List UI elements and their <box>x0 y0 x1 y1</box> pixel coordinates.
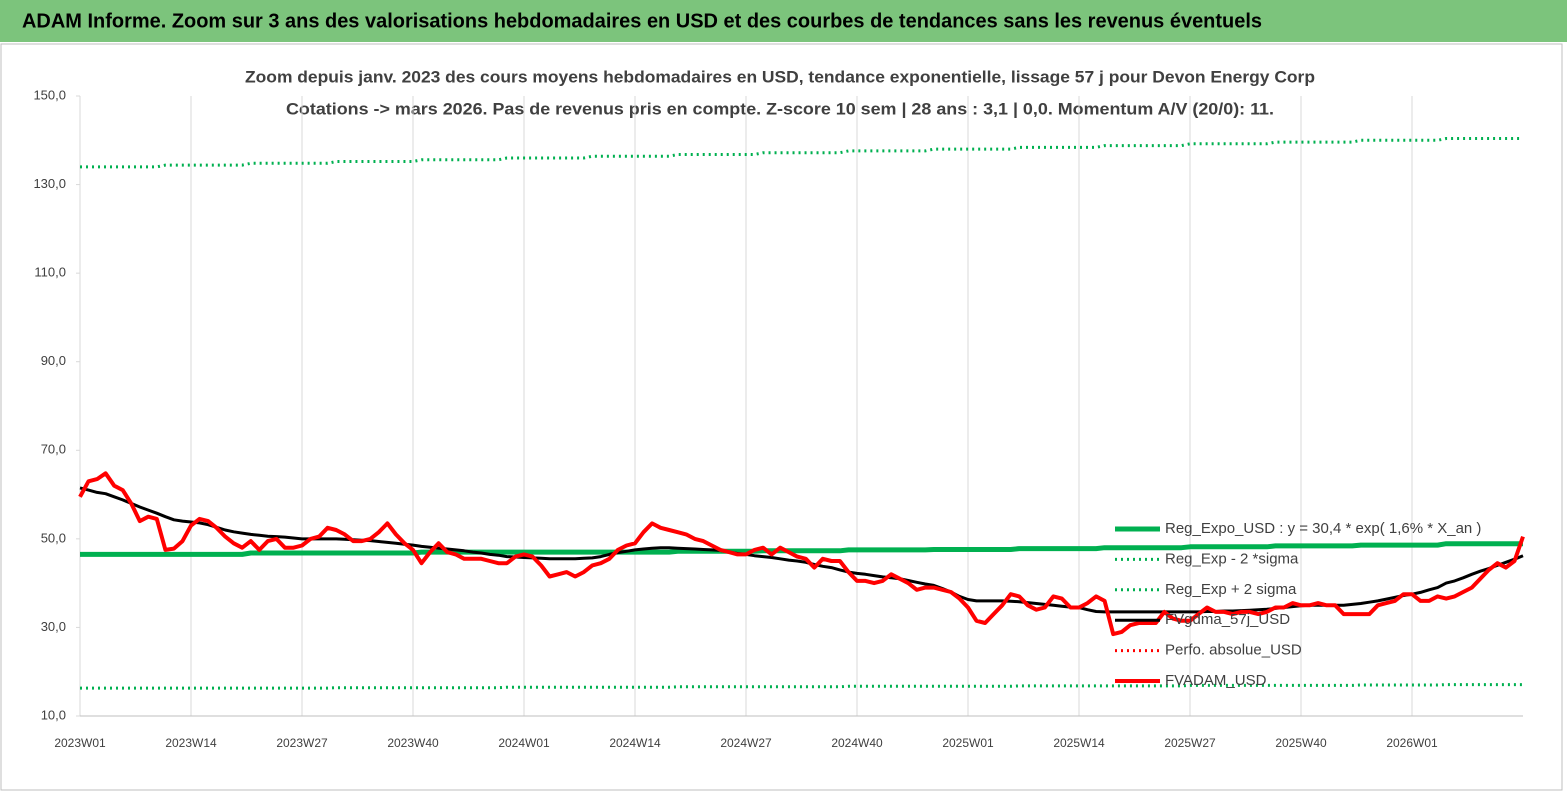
y-tick-label: 50,0 <box>41 530 66 545</box>
x-tick-label: 2023W14 <box>165 736 217 750</box>
series-line <box>80 541 1523 557</box>
chart-title: ADAM Informe. Zoom sur 3 ans des valoris… <box>22 10 1262 32</box>
legend-label: FVgdma_57j_USD <box>1165 611 1290 628</box>
legend-label: Reg_Exp - 2 *sigma <box>1165 550 1299 567</box>
x-tick-label: 2025W40 <box>1275 736 1327 750</box>
plot-lines <box>78 137 1525 690</box>
x-tick-label: 2025W27 <box>1164 736 1216 750</box>
x-tick-label: 2026W01 <box>1386 736 1438 750</box>
x-tick-label: 2023W40 <box>387 736 439 750</box>
chart-subtitle: Zoom depuis janv. 2023 des cours moyens … <box>245 67 1315 86</box>
x-tick-label: 2024W40 <box>831 736 883 750</box>
series-line <box>78 471 1525 637</box>
series-line <box>80 137 1523 169</box>
axis-labels: 10,0 30,0 50,0 70,0 90,0 110,0 130,0 150,0 2023W… <box>33 87 1438 750</box>
y-tick-label: 150,0 <box>33 87 66 102</box>
legend: Reg_Expo_USD : y = 30,4 * exp( 1,6% * X_… <box>1115 520 1481 689</box>
legend-label: FVADAM_USD <box>1165 672 1267 689</box>
x-tick-label: 2025W01 <box>942 736 994 750</box>
series-line <box>80 683 1523 690</box>
legend-label: Reg_Exp + 2 sigma <box>1165 581 1297 598</box>
x-tick-label: 2024W14 <box>609 736 661 750</box>
x-tick-label: 2023W27 <box>276 736 328 750</box>
chart-border <box>0 43 1563 791</box>
x-tick-label: 2023W01 <box>54 736 106 750</box>
x-tick-label: 2024W01 <box>498 736 550 750</box>
y-tick-label: 110,0 <box>34 265 66 280</box>
y-tick-label: 10,0 <box>41 707 66 722</box>
y-tick-label: 30,0 <box>41 619 66 634</box>
x-tick-label: 2025W14 <box>1053 736 1105 750</box>
y-tick-label: 70,0 <box>41 442 66 457</box>
y-tick-label: 130,0 <box>33 176 66 191</box>
legend-label: Perfo. absolue_USD <box>1165 642 1302 659</box>
header-bar <box>0 0 1567 42</box>
x-tick-label: 2024W27 <box>720 736 772 750</box>
legend-label: Reg_Expo_USD : y = 30,4 * exp( 1,6% * X_… <box>1165 520 1481 537</box>
y-tick-label: 90,0 <box>41 353 66 368</box>
grid <box>76 95 1413 717</box>
chart-subtitle: Cotations -> mars 2026. Pas de revenus p… <box>286 99 1274 118</box>
